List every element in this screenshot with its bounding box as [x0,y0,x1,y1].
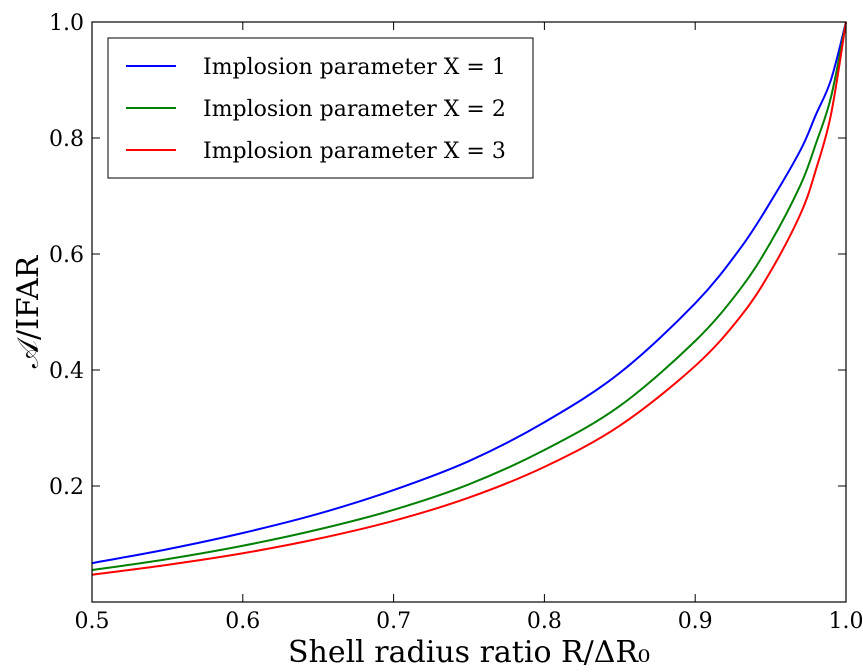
series-line-3 [91,21,847,576]
y-tick-label: 0.8 [49,127,84,152]
legend-label: Implosion parameter X = 1 [203,55,506,80]
y-tick-label: 0.6 [49,243,84,268]
x-axis-label: Shell radius ratio R/ΔR₀ [288,635,650,670]
series-line-2 [91,21,847,572]
y-tick-label: 1.0 [49,11,84,36]
x-tick-label: 0.8 [527,609,562,634]
x-tick-label: 0.5 [75,609,110,634]
plot-frame [91,21,847,603]
legend-label: Implosion parameter X = 3 [203,139,506,164]
legend-box [107,37,534,179]
x-tick-label: 0.7 [376,609,411,634]
series-lines [91,21,847,576]
tick-labels: 0.5 0.6 0.7 0.8 0.9 1.0 0.2 0.4 0.6 0.8 1.0 [49,11,863,634]
y-tick-label: 0.4 [49,359,84,384]
x-tick-label: 1.0 [829,609,863,634]
legend-item: Implosion parameter X = 2 [126,97,506,122]
legend-item: Implosion parameter X = 3 [126,139,506,164]
y-tick-label: 0.2 [49,475,84,500]
legend: Implosion parameter X = 1 Implosion param… [107,37,534,179]
x-tick-label: 0.9 [678,609,713,634]
legend-item: Implosion parameter X = 1 [126,55,506,80]
axis-ticks [91,21,847,602]
series-line-1 [91,21,847,565]
legend-label: Implosion parameter X = 2 [203,97,506,122]
x-tick-label: 0.6 [225,609,260,634]
y-axis-label: 𝒜/IFAR [11,254,46,368]
